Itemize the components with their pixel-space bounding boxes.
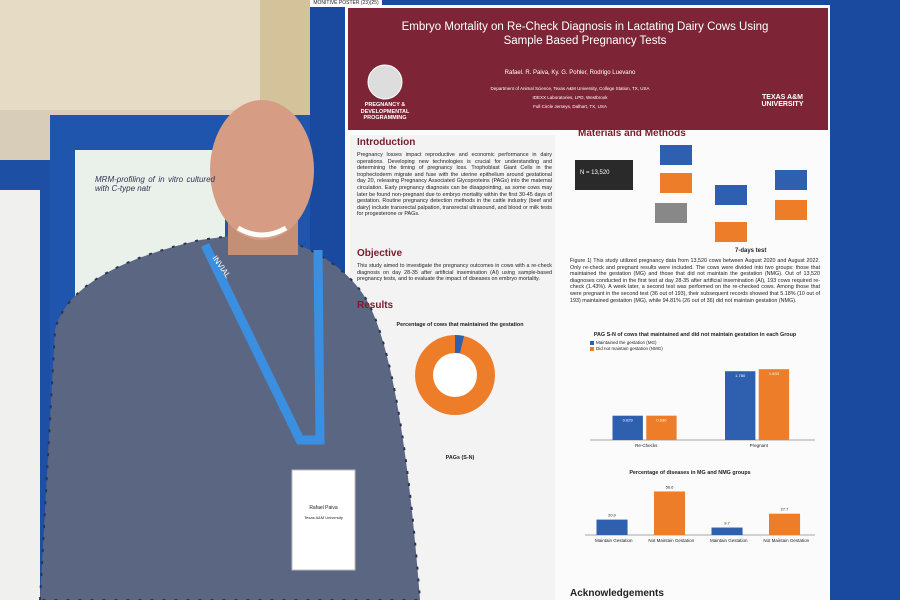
bar: [654, 491, 686, 535]
paragraph: Pregnancy losses impact reproductive and…: [357, 152, 552, 218]
x-tick-label: Not Maintain Gestation: [648, 538, 694, 543]
value-label: 27.7: [781, 507, 790, 512]
cow-icon: [575, 160, 633, 190]
value-label: 1.833: [769, 371, 780, 376]
legend-swatch: [590, 341, 594, 345]
cow-icon: [660, 173, 692, 193]
n-label: N = 13,520: [580, 170, 610, 176]
x-tick-label: Re-Checks: [635, 443, 658, 448]
bar: [758, 369, 790, 440]
test-label: 7-days test: [735, 248, 767, 254]
affiliation: IDEXX Laboratories, LPD, Westbrook: [532, 95, 608, 100]
heading: Materials and Methods: [578, 128, 686, 139]
bar: [612, 415, 643, 440]
bar: [769, 513, 801, 535]
caption: Figure 1| This study utilized pregnancy …: [570, 258, 820, 304]
value-label: 9.7: [724, 521, 730, 526]
authors: Rafael. R. Paiva, Ky. G. Pohler, Rodrigo…: [504, 70, 636, 76]
badge: [291, 469, 356, 571]
plaid: [38, 230, 422, 600]
bar: [725, 371, 756, 440]
bar: [711, 527, 743, 535]
chart-title: PAG S-N of cows that maintained and did …: [593, 332, 797, 338]
pags-title: PAGs (S-N): [445, 455, 475, 461]
x-tick-label: Maintain Gestation: [595, 538, 633, 543]
affiliation: Full Circle Jerseys, Dalhart, TX, USA: [533, 104, 607, 109]
legend-swatch: [590, 347, 594, 351]
x-tick-label: Pregnant: [750, 443, 769, 448]
lab-logo: [367, 64, 403, 100]
value-label: 0.629: [623, 418, 634, 423]
bar: [646, 415, 677, 440]
heading: Introduction: [357, 137, 416, 148]
lanyard: [200, 243, 325, 445]
column: [260, 0, 310, 120]
badge-name: Rafael Paiva: [309, 505, 338, 511]
cow-icon: [660, 145, 692, 165]
side-poster-title: MRM-profiling of in vitro cultured with …: [95, 175, 215, 193]
pie-title: Percentage of cows that maintained the g…: [396, 322, 524, 328]
value-label: 0.630: [656, 418, 667, 423]
bar: [596, 519, 628, 535]
x-tick-label: Maintain Gestation: [710, 538, 748, 543]
value-label: 56.6: [666, 484, 675, 489]
donut-hole: [433, 353, 477, 397]
sign: MONITIVE POSTER (23)(25): [310, 0, 382, 7]
heading: Acknowledgements: [570, 588, 664, 599]
cow-icon: [775, 200, 807, 220]
poster-title: Embryo Mortality on Re-Check Diagnosis i…: [401, 21, 769, 47]
paragraph: This study aimed to investigate the preg…: [357, 263, 552, 283]
value-label: 20.0: [608, 513, 617, 518]
legend-label: Maintained the gestation (MG): [596, 340, 657, 345]
smile: [236, 225, 288, 238]
chart-title: Percentage of diseases in MG and NMG gro…: [629, 470, 751, 476]
cow-icon: [775, 170, 807, 190]
affiliation: Department of Animal Science, Texas A&M …: [490, 86, 650, 91]
poster-header: [348, 8, 828, 130]
donut-slice: [455, 334, 464, 353]
lab-name: PREGNANCY & DEVELOPMENTAL PROGRAMMING: [360, 102, 410, 122]
heading: Results: [357, 300, 394, 311]
value-label: 1.780: [735, 373, 746, 378]
university: TEXAS A&M UNIVERSITY: [761, 94, 804, 108]
x-tick-label: Not Maintain Gestation: [763, 538, 809, 543]
cow-icon: [715, 222, 747, 242]
cow-icon: [715, 185, 747, 205]
cow-icon: [655, 203, 687, 223]
head: [210, 100, 314, 240]
legend-label: Did not maintain gestation (NMG): [596, 346, 663, 351]
person-left: [0, 190, 40, 600]
badge-org: Texas A&M University: [304, 515, 343, 520]
heading: Objective: [357, 248, 403, 259]
